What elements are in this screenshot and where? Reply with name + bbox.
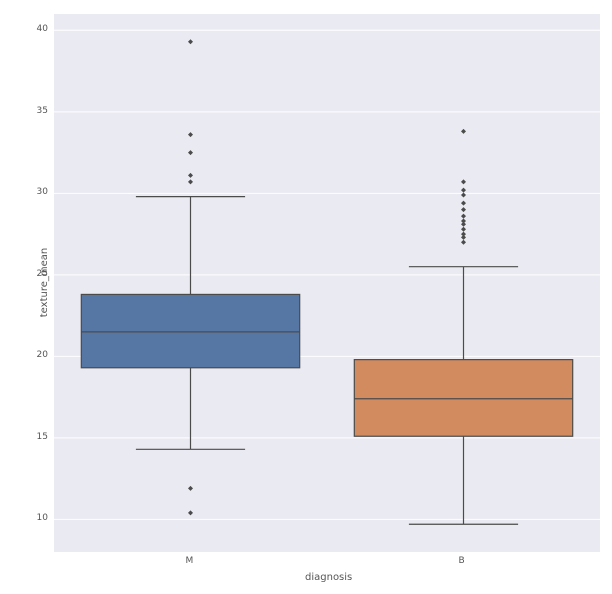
y-tick-label: 20 bbox=[37, 350, 48, 360]
plot-axes bbox=[54, 14, 600, 552]
x-tick-label: B bbox=[459, 556, 465, 566]
x-axis-label: diagnosis bbox=[305, 572, 352, 583]
y-tick-label: 10 bbox=[37, 513, 48, 523]
y-tick-label: 40 bbox=[37, 24, 48, 34]
y-tick-label: 30 bbox=[37, 187, 48, 197]
y-tick-label: 35 bbox=[37, 106, 48, 116]
boxplot-svg bbox=[54, 14, 600, 552]
x-tick-label: M bbox=[186, 556, 194, 566]
y-tick-label: 15 bbox=[37, 432, 48, 442]
y-axis-label: texture_mean bbox=[39, 248, 50, 317]
y-tick-label: 25 bbox=[37, 269, 48, 279]
figure: texture_mean diagnosis 10 15 20 25 30 35 40 M B bbox=[0, 0, 612, 594]
